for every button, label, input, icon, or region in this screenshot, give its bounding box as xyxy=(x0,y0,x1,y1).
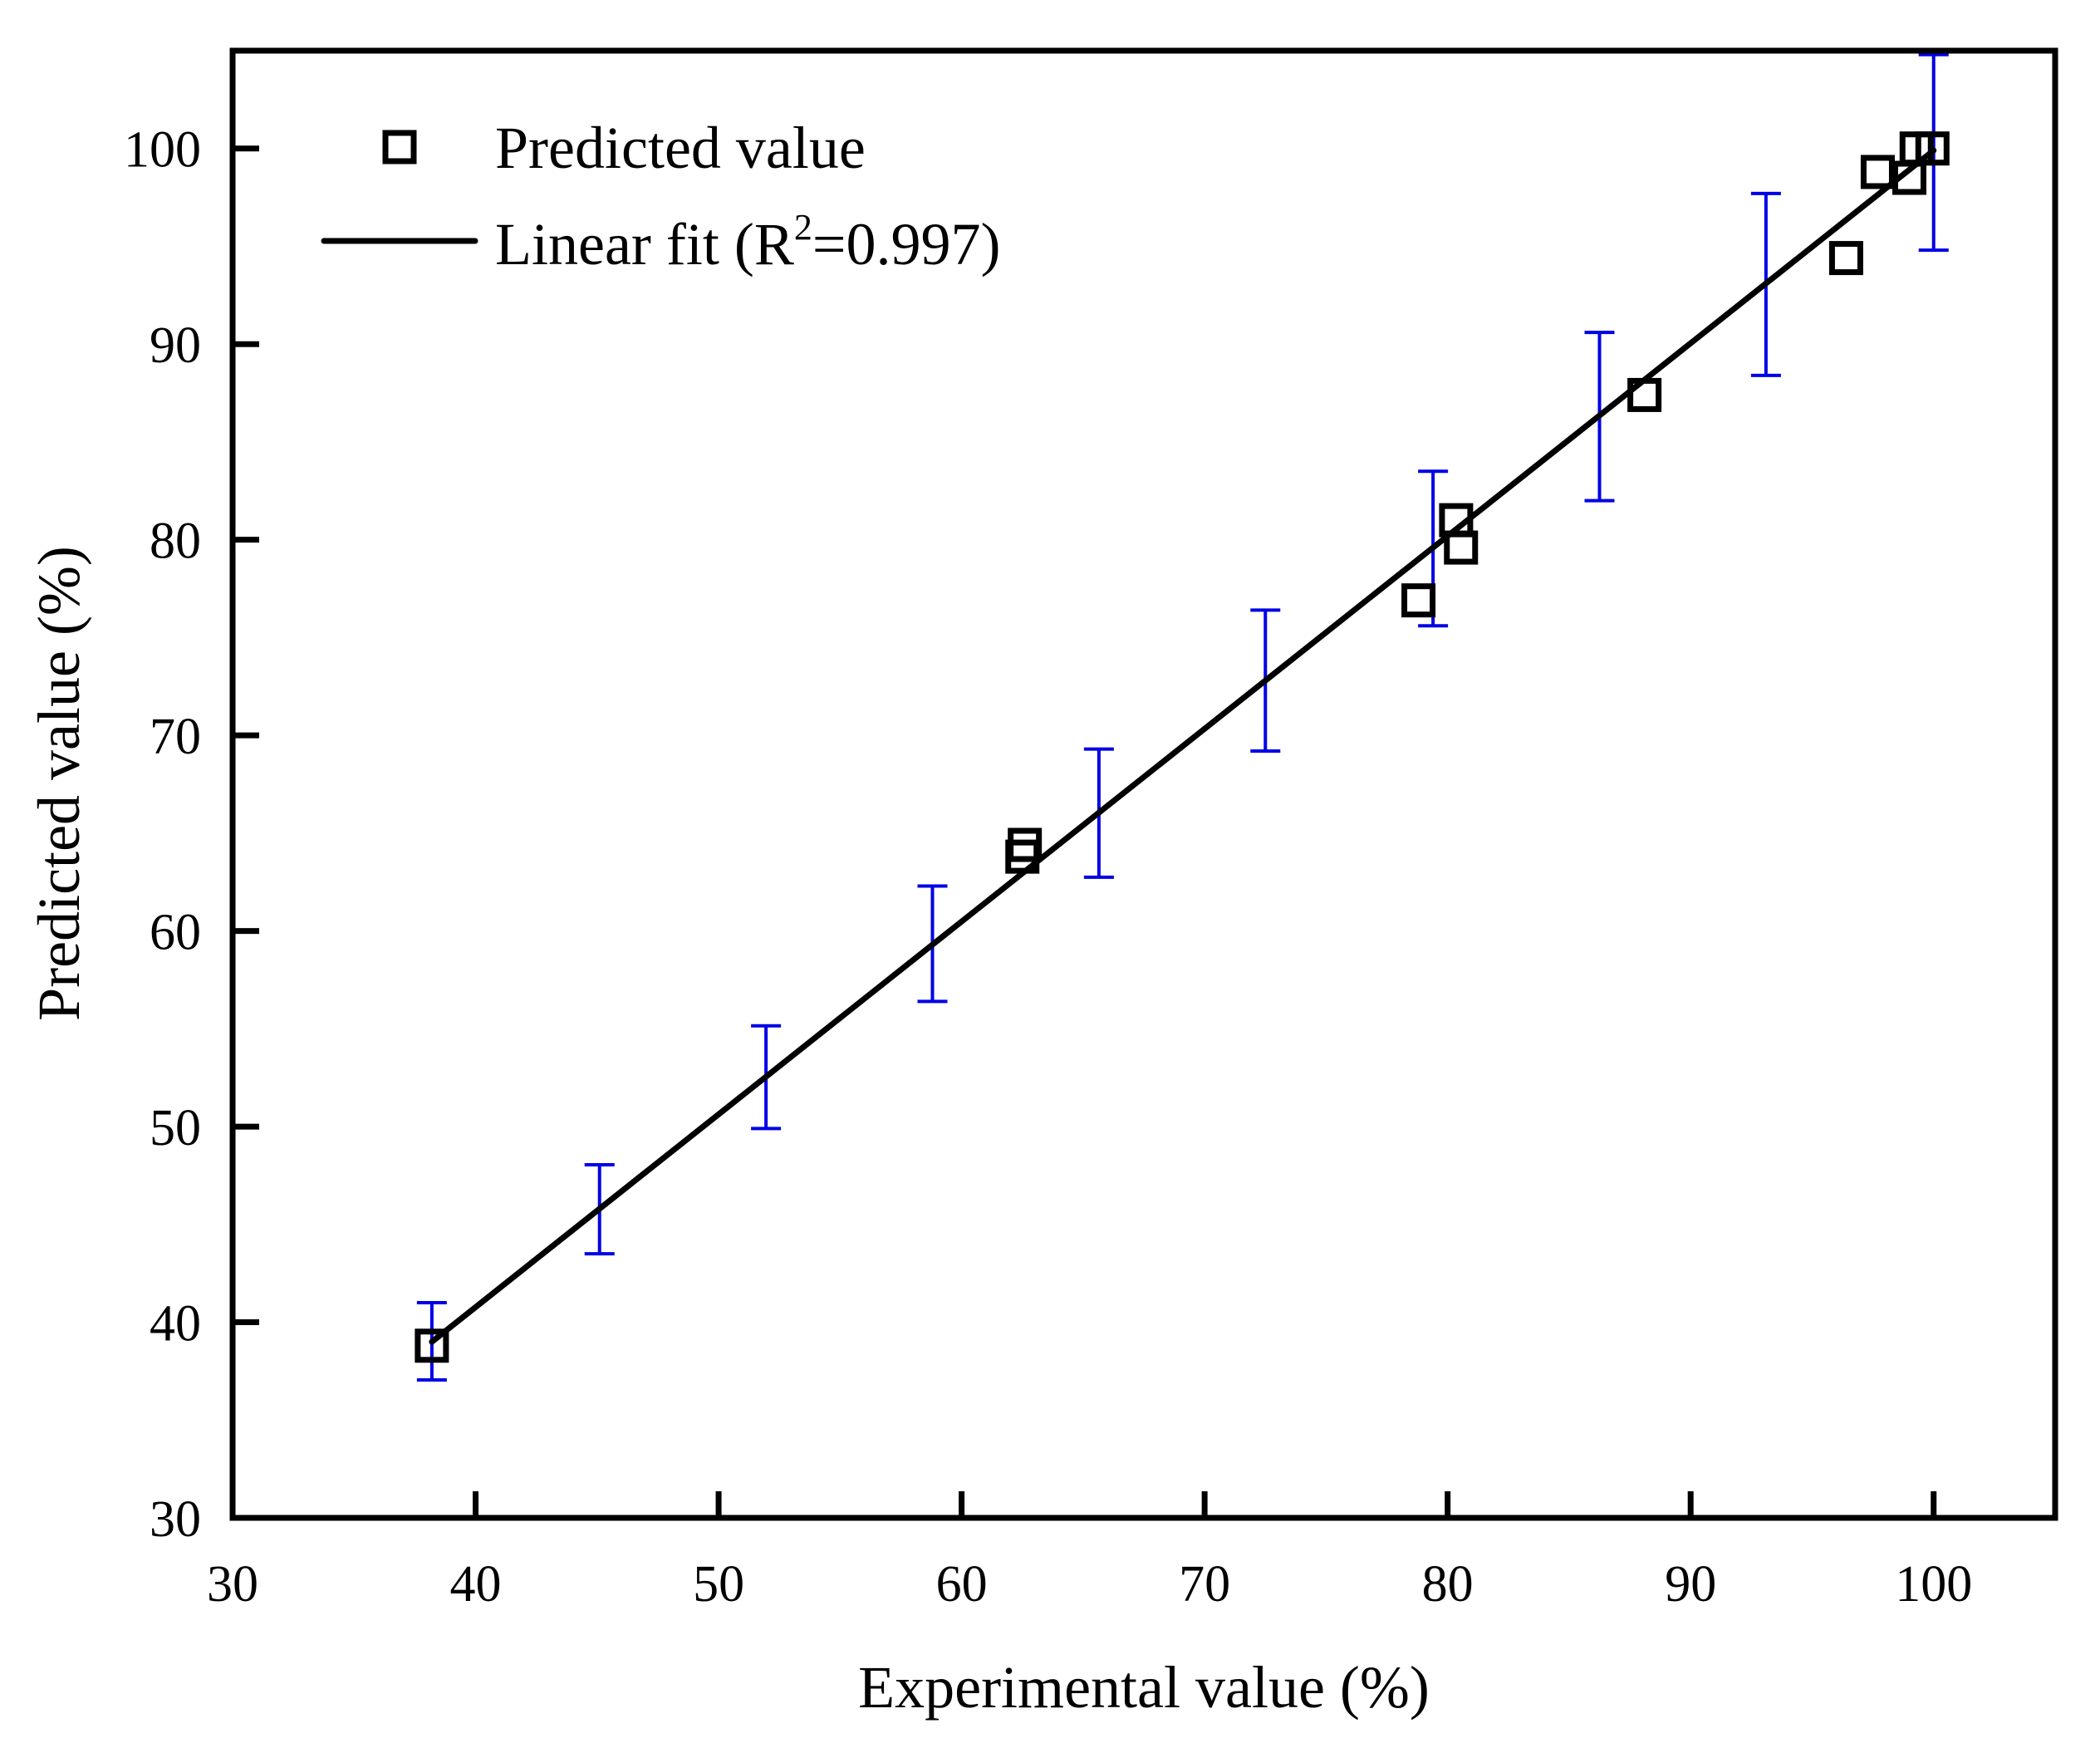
legend-label-predicted: Predicted value xyxy=(495,115,866,181)
x-axis-ticks: 30 40 50 60 70 80 90 100 xyxy=(207,1491,1972,1613)
y-tick-label: 100 xyxy=(124,122,201,179)
legend-fit-suffix: =0.997) xyxy=(812,211,1001,277)
x-tick-label: 100 xyxy=(1895,1556,1972,1613)
data-point xyxy=(1828,241,1863,276)
fit-line-group xyxy=(429,147,1937,1345)
y-tick-label: 40 xyxy=(150,1296,201,1353)
x-tick-label: 70 xyxy=(1179,1556,1230,1613)
data-point xyxy=(1860,155,1895,189)
y-tick-label: 50 xyxy=(150,1100,201,1156)
linear-fit-line xyxy=(429,147,1937,1345)
x-tick-label: 80 xyxy=(1422,1556,1474,1613)
x-tick-label: 40 xyxy=(450,1556,502,1613)
legend-fit-prefix: Linear fit (R xyxy=(495,211,794,277)
legend: Predicted value Linear fit (R2=0.997) xyxy=(321,115,1000,277)
data-point xyxy=(415,1328,449,1363)
legend-square-marker xyxy=(382,130,417,164)
x-tick-label: 60 xyxy=(936,1556,988,1613)
data-point xyxy=(1915,131,1950,166)
y-tick-label: 30 xyxy=(150,1491,201,1548)
x-tick-label: 90 xyxy=(1665,1556,1716,1613)
data-point xyxy=(1005,839,1040,874)
y-tick-label: 80 xyxy=(150,513,201,570)
plot-frame xyxy=(229,47,2058,1521)
data-point xyxy=(1401,583,1436,618)
data-point xyxy=(1627,377,1662,412)
data-points-group xyxy=(415,131,1950,1363)
y-axis-title: Predicted value (%) xyxy=(26,546,92,1021)
x-tick-label: 30 xyxy=(207,1556,258,1613)
x-axis-title: Experimental value (%) xyxy=(858,1654,1430,1721)
y-axis-ticks: 30 40 50 60 70 80 90 100 xyxy=(124,122,259,1548)
legend-label-linear-fit: Linear fit (R2=0.997) xyxy=(495,207,1000,277)
data-point xyxy=(1444,530,1479,565)
legend-fit-superscript: 2 xyxy=(794,207,812,248)
x-tick-label: 50 xyxy=(693,1556,744,1613)
y-tick-label: 70 xyxy=(150,709,201,765)
y-tick-label: 90 xyxy=(150,317,201,374)
y-tick-label: 60 xyxy=(150,905,201,961)
